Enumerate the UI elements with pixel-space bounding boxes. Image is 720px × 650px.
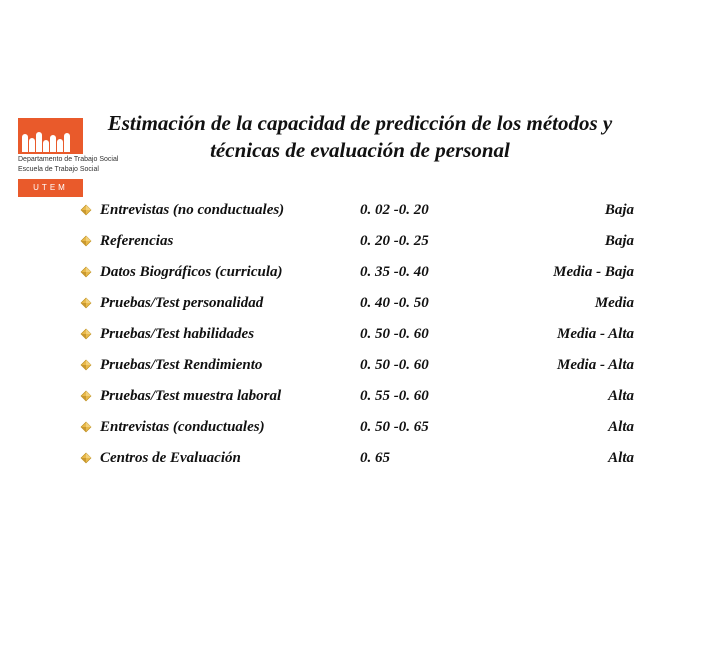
- method-name: Entrevistas (no conductuales): [100, 202, 360, 219]
- prediction-level: Media - Alta: [490, 357, 640, 374]
- validity-range: 0. 40 -0. 50: [360, 295, 490, 312]
- diamond-bullet-icon: [80, 266, 100, 278]
- diamond-bullet-icon: [80, 204, 100, 216]
- validity-range: 0. 50 -0. 60: [360, 357, 490, 374]
- validity-range: 0. 35 -0. 40: [360, 264, 490, 281]
- validity-range: 0. 50 -0. 60: [360, 326, 490, 343]
- prediction-level: Media - Baja: [490, 264, 640, 281]
- validity-range: 0. 50 -0. 65: [360, 419, 490, 436]
- validity-range: 0. 20 -0. 25: [360, 233, 490, 250]
- logo-badge: UTEM: [18, 179, 83, 197]
- prediction-level: Alta: [490, 419, 640, 436]
- prediction-level: Baja: [490, 233, 640, 250]
- table-row: Pruebas/Test personalidad0. 40 -0. 50Med…: [80, 288, 640, 319]
- table-row: Entrevistas (conductuales)0. 50 -0. 65Al…: [80, 412, 640, 443]
- table-row: Entrevistas (no conductuales)0. 02 -0. 2…: [80, 195, 640, 226]
- method-name: Entrevistas (conductuales): [100, 419, 360, 436]
- table-row: Pruebas/Test muestra laboral0. 55 -0. 60…: [80, 381, 640, 412]
- institution-logo: Departamento de Trabajo Social Escuela d…: [18, 118, 158, 197]
- method-name: Pruebas/Test habilidades: [100, 326, 360, 343]
- table-row: Datos Biográficos (curricula)0. 35 -0. 4…: [80, 257, 640, 288]
- diamond-bullet-icon: [80, 390, 100, 402]
- diamond-bullet-icon: [80, 421, 100, 433]
- validity-range: 0. 02 -0. 20: [360, 202, 490, 219]
- prediction-level: Baja: [490, 202, 640, 219]
- logo-dept-line1: Departamento de Trabajo Social: [18, 156, 158, 164]
- page-title: Estimación de la capacidad de predicción…: [90, 110, 630, 165]
- prediction-level: Alta: [490, 450, 640, 467]
- logo-graphic: [18, 118, 83, 154]
- prediction-level: Alta: [490, 388, 640, 405]
- table-row: Referencias0. 20 -0. 25Baja: [80, 226, 640, 257]
- validity-range: 0. 55 -0. 60: [360, 388, 490, 405]
- diamond-bullet-icon: [80, 297, 100, 309]
- logo-dept-line2: Escuela de Trabajo Social: [18, 166, 158, 174]
- methods-table: Entrevistas (no conductuales)0. 02 -0. 2…: [80, 195, 640, 474]
- validity-range: 0. 65: [360, 450, 490, 467]
- table-row: Pruebas/Test Rendimiento0. 50 -0. 60Medi…: [80, 350, 640, 381]
- diamond-bullet-icon: [80, 359, 100, 371]
- method-name: Centros de Evaluación: [100, 450, 360, 467]
- table-row: Pruebas/Test habilidades0. 50 -0. 60Medi…: [80, 319, 640, 350]
- diamond-bullet-icon: [80, 235, 100, 247]
- diamond-bullet-icon: [80, 452, 100, 464]
- method-name: Pruebas/Test personalidad: [100, 295, 360, 312]
- prediction-level: Media: [490, 295, 640, 312]
- method-name: Pruebas/Test muestra laboral: [100, 388, 360, 405]
- prediction-level: Media - Alta: [490, 326, 640, 343]
- diamond-bullet-icon: [80, 328, 100, 340]
- table-row: Centros de Evaluación0. 65Alta: [80, 443, 640, 474]
- method-name: Datos Biográficos (curricula): [100, 264, 360, 281]
- method-name: Pruebas/Test Rendimiento: [100, 357, 360, 374]
- method-name: Referencias: [100, 233, 360, 250]
